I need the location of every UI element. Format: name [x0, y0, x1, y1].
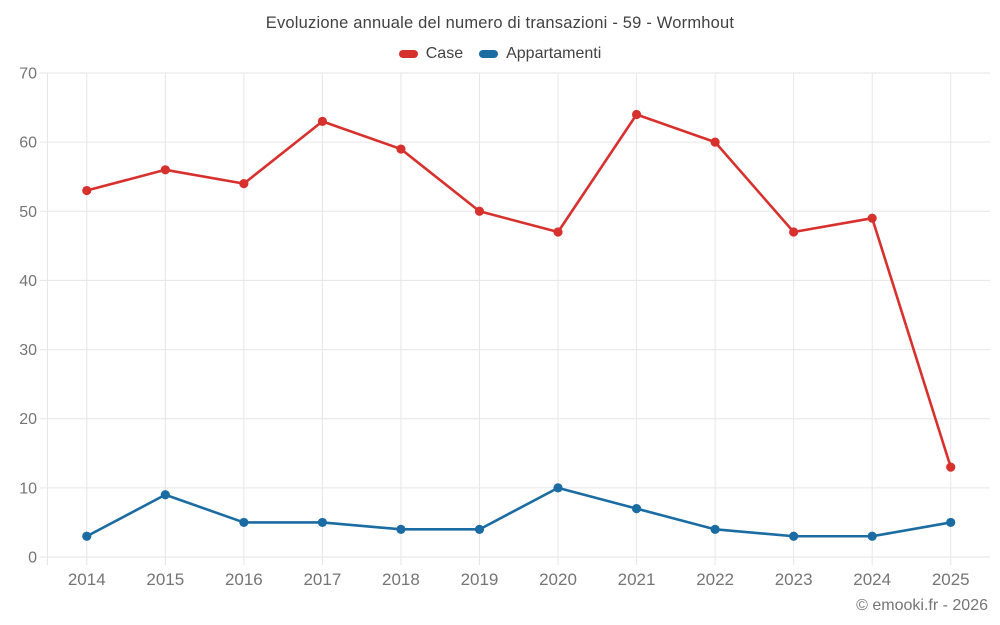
- y-axis-label: 10: [19, 480, 37, 497]
- y-axis-label: 0: [28, 550, 37, 567]
- y-axis-label: 50: [19, 204, 37, 221]
- series-line-case: [85, 113, 953, 469]
- data-point-appartamenti-2017[interactable]: [317, 517, 327, 528]
- y-axis-label: 30: [19, 342, 37, 359]
- legend-swatch-icon: [479, 50, 499, 58]
- data-point-case-2021[interactable]: [631, 109, 642, 120]
- series-case: [82, 109, 956, 472]
- x-axis-label: 2019: [461, 570, 499, 589]
- legend-label: Case: [425, 45, 464, 62]
- data-point-appartamenti-2025[interactable]: [946, 517, 956, 528]
- data-point-appartamenti-2022[interactable]: [710, 524, 720, 534]
- data-point-appartamenti-2020[interactable]: [553, 483, 563, 493]
- x-axis-label: 2016: [225, 570, 263, 589]
- copyright-text: © emooki.fr - 2026: [856, 597, 988, 614]
- legend-item-case[interactable]: Case: [398, 45, 464, 63]
- data-point-case-2018[interactable]: [396, 144, 406, 154]
- data-point-appartamenti-2023[interactable]: [789, 531, 799, 541]
- y-axis-label: 70: [19, 66, 37, 83]
- series-appartamenti: [82, 483, 956, 541]
- chart-title: Evoluzione annuale del numero di transaz…: [265, 14, 735, 32]
- x-axis-label: 2021: [618, 570, 656, 589]
- data-point-appartamenti-2019[interactable]: [474, 524, 485, 534]
- data-point-appartamenti-2024[interactable]: [867, 531, 877, 541]
- data-point-appartamenti-2016[interactable]: [239, 517, 249, 528]
- data-point-case-2015[interactable]: [160, 165, 170, 175]
- legend: Case Appartamenti: [0, 45, 1000, 63]
- data-point-case-2019[interactable]: [474, 206, 485, 216]
- x-axis-label: 2020: [539, 570, 577, 589]
- data-point-appartamenti-2014[interactable]: [82, 531, 92, 541]
- series-line-appartamenti: [85, 486, 953, 538]
- data-point-case-2024[interactable]: [867, 213, 877, 223]
- legend-label: Appartamenti: [506, 45, 602, 62]
- x-axis-label: 2024: [853, 570, 891, 589]
- x-axis-label: 2023: [775, 570, 813, 589]
- data-point-case-2022[interactable]: [710, 137, 720, 147]
- data-point-case-2025[interactable]: [946, 462, 956, 472]
- data-point-case-2014[interactable]: [82, 185, 92, 196]
- y-axis-label: 20: [19, 411, 37, 428]
- y-axis-label: 60: [19, 135, 37, 152]
- x-axis-label: 2014: [68, 570, 106, 589]
- data-point-appartamenti-2018[interactable]: [396, 524, 406, 534]
- data-point-case-2017[interactable]: [317, 116, 327, 126]
- data-point-appartamenti-2021[interactable]: [631, 504, 642, 514]
- grid: 0 10 20 30 40 50 60 70 2014 2015 2016 2017 2018 2019 2…: [19, 66, 990, 589]
- data-point-case-2016[interactable]: [239, 179, 249, 189]
- x-axis-label: 2018: [382, 570, 420, 589]
- data-point-appartamenti-2015[interactable]: [160, 490, 170, 500]
- y-axis-label: 40: [19, 273, 37, 290]
- legend-swatch-icon: [398, 50, 418, 58]
- data-point-case-2020[interactable]: [553, 227, 563, 237]
- x-axis-label: 2017: [303, 570, 341, 589]
- x-axis-label: 2022: [696, 570, 734, 589]
- x-axis-label: 2025: [932, 570, 970, 589]
- x-axis-label: 2015: [146, 570, 184, 589]
- legend-item-appartamenti[interactable]: Appartamenti: [479, 45, 601, 63]
- data-point-case-2023[interactable]: [789, 227, 799, 237]
